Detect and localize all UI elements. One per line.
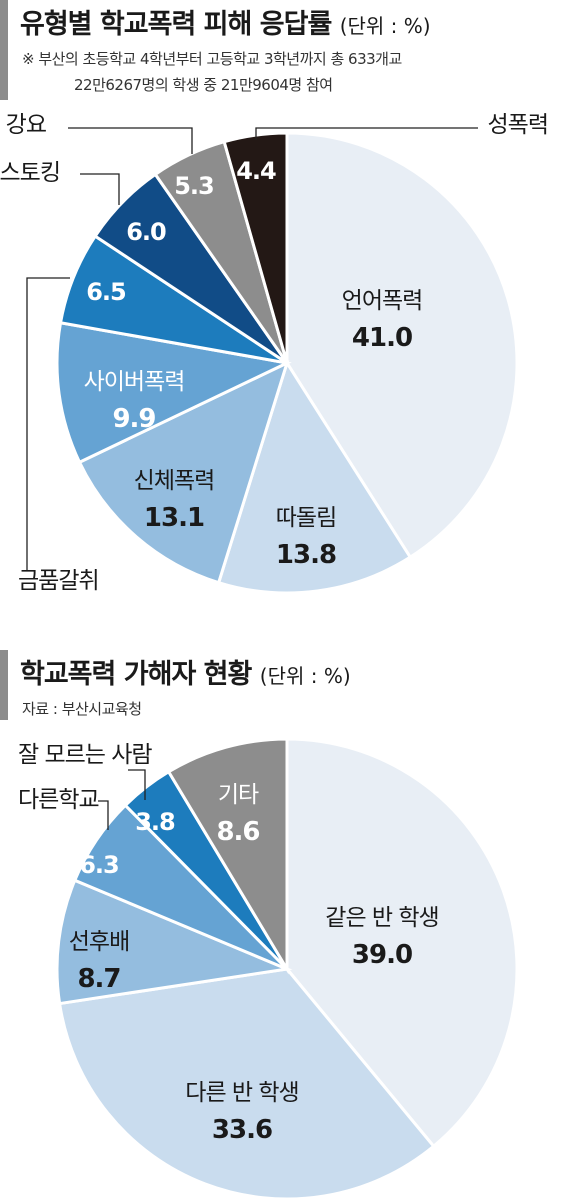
slice-value-label: 3.8 bbox=[135, 808, 175, 836]
section-accent-bar bbox=[0, 650, 8, 720]
slice-value-label: 33.6 bbox=[212, 1115, 272, 1145]
leader-line bbox=[98, 800, 109, 830]
slice-value-label: 9.9 bbox=[112, 404, 155, 434]
slice-label: 따돌림 bbox=[276, 505, 336, 531]
slice-value-label: 8.7 bbox=[77, 964, 120, 994]
slice-label: 기타 bbox=[218, 782, 259, 808]
leader-line bbox=[255, 127, 478, 140]
pie-slice bbox=[216, 359, 413, 595]
leader-line bbox=[128, 769, 146, 800]
pie-chart-perpetrators: 같은 반 학생 39.0 다른 반 학생 33.6 선후배 8.7 6.3 다른학교 3.8 잘 … bbox=[18, 737, 519, 1201]
pie-slice bbox=[57, 967, 436, 1201]
slice-external-label: 다른학교 bbox=[18, 787, 99, 813]
slice-value-label: 4.4 bbox=[236, 157, 276, 185]
slice-external-label: 스토킹 bbox=[0, 160, 60, 186]
slice-value-label: 6.3 bbox=[79, 851, 119, 879]
pie-slice bbox=[55, 878, 293, 1006]
slice-value-label: 41.0 bbox=[352, 323, 412, 353]
slice-value-label: 13.1 bbox=[144, 503, 204, 533]
chart-note: ※ 부산의 초등학교 4학년부터 고등학교 3학년까지 총 633개교 bbox=[22, 50, 402, 68]
pie-slice bbox=[222, 131, 289, 364]
chart-note: 22만6267명의 학생 중 21만9604명 참여 bbox=[74, 76, 333, 94]
chart-title-text: 유형별 학교폭력 피해 응답률 bbox=[20, 9, 332, 40]
chart-title: 유형별 학교폭력 피해 응답률 (단위 : %) bbox=[20, 2, 431, 41]
slice-label: 사이버폭력 bbox=[84, 369, 185, 395]
slice-external-label: 금품갈취 bbox=[18, 568, 99, 594]
chart-title: 학교폭력 가해자 현황 (단위 : %) bbox=[20, 652, 351, 691]
chart-title-text: 학교폭력 가해자 현황 bbox=[20, 659, 252, 690]
section-accent-bar bbox=[0, 0, 8, 100]
slice-label: 신체폭력 bbox=[134, 468, 215, 494]
slice-value-label: 6.5 bbox=[86, 278, 126, 306]
slice-external-label: 잘 모르는 사람 bbox=[18, 742, 152, 768]
unit-label: (단위 : %) bbox=[339, 14, 431, 38]
slice-label: 선후배 bbox=[69, 929, 129, 955]
slice-external-label: 강요 bbox=[6, 112, 46, 138]
pie-slice bbox=[166, 737, 289, 975]
pie-slice bbox=[77, 360, 290, 585]
slice-label: 언어폭력 bbox=[342, 288, 423, 314]
slice-value-label: 6.0 bbox=[126, 218, 166, 246]
slice-value-label: 13.8 bbox=[276, 540, 336, 570]
leader-line bbox=[80, 173, 120, 205]
slice-label: 다른 반 학생 bbox=[185, 1080, 298, 1106]
slice-label: 같은 반 학생 bbox=[325, 905, 438, 931]
pie-slice bbox=[55, 321, 292, 465]
source-note: 자료 : 부산시교육청 bbox=[22, 700, 142, 718]
slice-value-label: 5.3 bbox=[174, 172, 214, 200]
pie-chart-damage-types: 언어폭력 41.0 따돌림 13.8 신체폭력 13.1 사이버폭력 9.9 6.5 금품갈취 6.… bbox=[0, 112, 549, 595]
slice-value-label: 39.0 bbox=[352, 940, 412, 970]
leader-line bbox=[68, 127, 193, 154]
unit-label: (단위 : %) bbox=[259, 664, 351, 688]
leader-line bbox=[26, 277, 70, 570]
slice-value-label: 8.6 bbox=[216, 817, 259, 847]
slice-external-label: 성폭력 bbox=[488, 112, 548, 138]
pie-slice bbox=[285, 737, 519, 1149]
